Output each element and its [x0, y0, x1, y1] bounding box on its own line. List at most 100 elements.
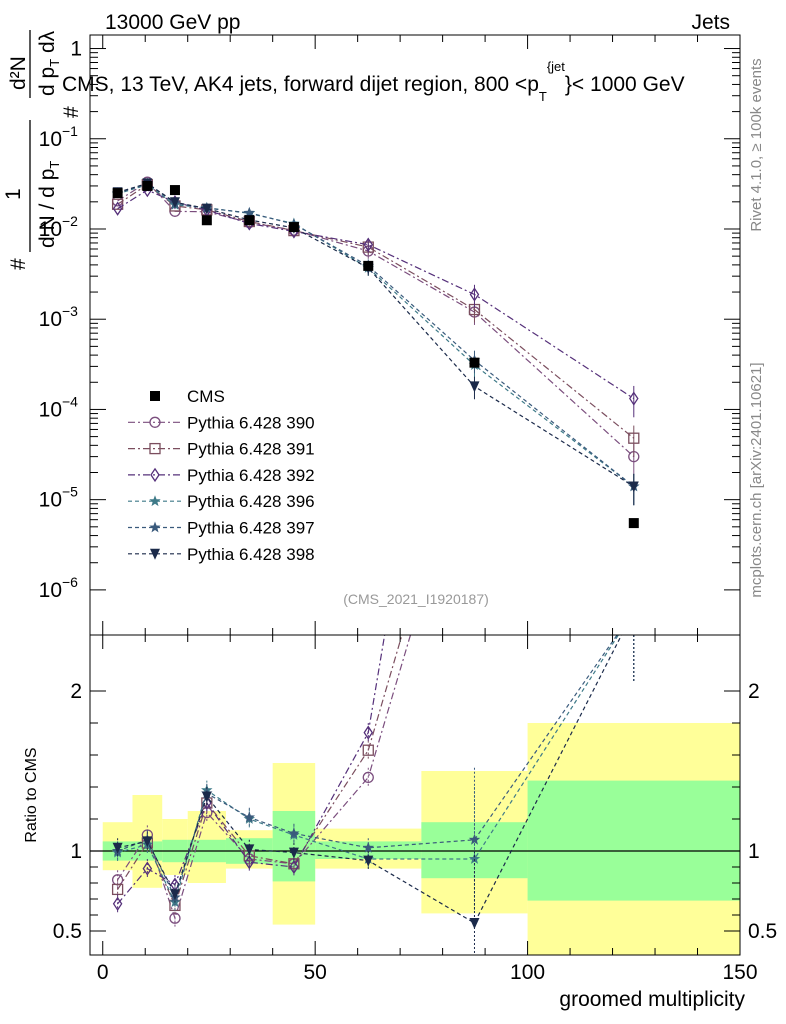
- ratio-2-point-1: [142, 861, 153, 876]
- y-tick-label-4: 10: [39, 398, 62, 421]
- ratio-tick-label-right-1: 1: [748, 840, 760, 863]
- ratio-tick-label-right-2: 2: [748, 680, 760, 703]
- x-tick-label-3: 150: [722, 961, 757, 984]
- data-point-8: [628, 518, 639, 529]
- plot-title-sup: {jet: [547, 59, 565, 74]
- ratio-2-point-5: [289, 859, 299, 875]
- mcplots-label: mcplots.cern.ch [arXiv:2401.10621]: [748, 362, 765, 597]
- y-tick-exp-5: −5: [62, 484, 78, 500]
- legend-label-1: Pythia 6.428 391: [187, 440, 315, 459]
- legend-label-3: Pythia 6.428 396: [187, 492, 315, 511]
- ratio-5-point-3: [201, 791, 212, 803]
- data-point-0: [112, 188, 123, 199]
- data-point-7: [469, 357, 480, 368]
- ratio-3-point-7: [468, 853, 481, 864]
- ratio-5-point-8: [629, 606, 639, 617]
- series-2-point-6: [363, 237, 374, 252]
- legend-marker-2: [150, 467, 160, 483]
- x-tick-label-1: 50: [303, 961, 326, 984]
- ratio-5-point-6: [363, 855, 374, 867]
- y-tick-label-6: 10: [39, 579, 62, 602]
- data-point-1: [142, 180, 153, 191]
- legend-label-4: Pythia 6.428 397: [187, 519, 315, 538]
- ratio-4-point-4: [243, 811, 255, 823]
- y-tick-exp-3: −3: [62, 303, 78, 319]
- legend-marker-3: [149, 495, 161, 507]
- plot-title-tail: }< 1000 GeV: [565, 73, 685, 96]
- header-left: 13000 GeV pp: [105, 11, 240, 34]
- ratio-band-inner-8: [527, 780, 740, 901]
- series-2-point-7: [469, 287, 480, 302]
- series-1-point-8: [628, 432, 640, 444]
- ratio-tick-label-left-2: 2: [70, 680, 82, 703]
- y-tick-exp-4: −4: [62, 393, 78, 409]
- ratio-0-point-7: [469, 414, 479, 424]
- ratio-4-point-6: [362, 841, 374, 853]
- legend-marker-4: [149, 521, 161, 533]
- legend-label-2: Pythia 6.428 392: [187, 466, 315, 485]
- data-point-6: [363, 260, 374, 271]
- y-axis-label: # 1 d N / d pT # d²N d pT dλ: [2, 30, 83, 270]
- y-label-hash2: #: [60, 106, 83, 118]
- y-label-frac2-num: d²N: [7, 56, 30, 90]
- data-point-4: [244, 215, 255, 226]
- ratio-line-2: [117, 635, 386, 905]
- ratio-2-point-4: [244, 855, 255, 870]
- ratio-4-point-5: [288, 827, 300, 839]
- y-label-frac1-num: 1: [2, 188, 25, 200]
- y-tick-label-1: 10: [39, 128, 62, 151]
- legend-marker-0: [149, 416, 161, 428]
- x-tick-label-2: 100: [510, 961, 545, 984]
- series-1-point-0: [111, 198, 124, 210]
- header-right: Jets: [691, 11, 730, 34]
- y-label-hash: #: [7, 258, 30, 270]
- ratio-tick-label-right-0: 0.5: [748, 920, 777, 943]
- plot-title-sub: T: [539, 89, 547, 104]
- main-series-group: [111, 176, 640, 529]
- legend-marker-5: [150, 548, 160, 560]
- legend-label-data: CMS: [187, 387, 225, 406]
- legend-label-0: Pythia 6.428 390: [187, 413, 315, 432]
- data-point-3: [201, 215, 212, 226]
- y-tick-label-0: 1: [70, 38, 82, 61]
- ratio-panel-frame: [89, 634, 741, 956]
- y-tick-exp-1: −1: [62, 123, 78, 139]
- series-4-point-4: [243, 206, 255, 218]
- ratio-uncertainty-bands: [90, 723, 740, 955]
- ratio-5-point-1: [142, 836, 153, 848]
- ratio-y-label: Ratio to CMS: [23, 747, 40, 842]
- ratio-tick-label-left-0: 0.5: [53, 920, 82, 943]
- series-5-point-2: [169, 197, 180, 209]
- y-tick-exp-2: −2: [62, 213, 78, 229]
- plot-title: CMS, 13 TeV, AK4 jets, forward dijet reg…: [62, 59, 685, 104]
- ratio-tick-label-left-1: 1: [70, 840, 82, 863]
- series-5-point-7: [469, 381, 480, 393]
- ratio-1-point-6: [362, 744, 374, 756]
- ratio-2-point-0: [112, 896, 123, 911]
- ratio-3-point-8: [628, 605, 639, 616]
- y-label-frac2-den: d pT dλ: [36, 30, 62, 96]
- legend-marker-1: [149, 442, 161, 455]
- plot-title-main: CMS, 13 TeV, AK4 jets, forward dijet reg…: [62, 73, 539, 96]
- ratio-4-point-8: [628, 605, 639, 616]
- y-tick-label-3: 10: [39, 308, 62, 331]
- ratio-5-point-7: [469, 918, 480, 929]
- series-line-2: [117, 189, 635, 400]
- legend-label-5: Pythia 6.428 398: [187, 545, 315, 564]
- series-2-point-8: [629, 391, 639, 406]
- series-5-point-3: [201, 203, 212, 215]
- series-5-point-8: [628, 481, 639, 493]
- series-2-point-0: [112, 201, 123, 216]
- y-tick-label-2: 10: [39, 218, 62, 241]
- y-tick-label-5: 10: [39, 489, 62, 512]
- ratio-4-point-7: [468, 833, 481, 845]
- analysis-label: (CMS_2021_I1920187): [343, 591, 489, 607]
- ratio-series-group: [111, 142, 639, 955]
- ratio-2-point-6: [363, 725, 374, 740]
- ratio-0-point-8: [629, 142, 639, 152]
- x-axis-label: groomed multiplicity: [559, 988, 745, 1011]
- y-label-frac1-den: d N / d pT: [36, 161, 62, 248]
- data-point-2: [169, 185, 180, 196]
- ratio-5-point-5: [288, 847, 299, 859]
